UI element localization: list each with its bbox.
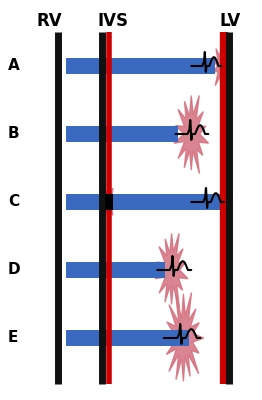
FancyBboxPatch shape [66,262,165,278]
Polygon shape [103,187,114,216]
FancyBboxPatch shape [66,58,215,74]
Text: IVS: IVS [97,12,128,30]
FancyBboxPatch shape [66,330,189,346]
Text: LV: LV [220,12,241,30]
FancyBboxPatch shape [66,194,220,210]
FancyBboxPatch shape [105,194,113,210]
Polygon shape [213,45,230,86]
Polygon shape [174,96,209,174]
Text: RV: RV [37,12,63,30]
FancyBboxPatch shape [66,126,178,142]
Text: A: A [8,58,20,74]
Text: C: C [8,194,19,210]
Text: E: E [8,330,18,346]
Polygon shape [155,233,188,308]
Polygon shape [164,292,204,381]
Text: D: D [8,262,20,278]
Text: B: B [8,126,19,142]
